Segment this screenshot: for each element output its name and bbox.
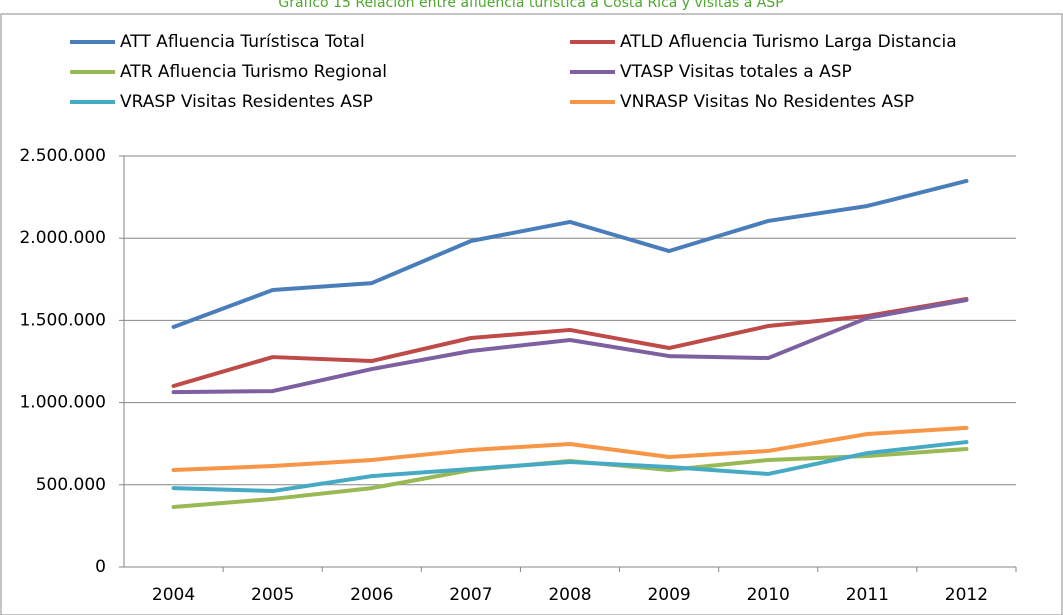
y-tick-label: 2.500.000	[19, 146, 106, 166]
series-line	[171, 425, 969, 473]
x-tick-label: 2011	[846, 585, 889, 605]
x-tick-label: 2010	[747, 585, 790, 605]
x-tick-label: 2006	[350, 585, 393, 605]
legend-label: ATR Afluencia Turismo Regional	[120, 62, 387, 82]
y-tick-label: 1.000.000	[19, 393, 106, 413]
legend-label: VNRASP Visitas No Residentes ASP	[620, 92, 914, 112]
y-tick-label: 2.000.000	[19, 228, 106, 248]
series-line	[171, 297, 969, 388]
legend-label: VRASP Visitas Residentes ASP	[120, 92, 373, 112]
y-tick-label: 500.000	[36, 475, 106, 495]
x-tick-label: 2007	[449, 585, 492, 605]
x-tick-label: 2004	[152, 585, 195, 605]
x-tick-label: 2008	[548, 585, 591, 605]
chart-title: Gráfico 15 Relación entre afluencia turí…	[278, 0, 783, 11]
x-tick-label: 2012	[945, 585, 988, 605]
x-tick-label: 2005	[251, 585, 294, 605]
series-line	[171, 298, 969, 395]
y-tick-label: 0	[95, 557, 106, 577]
y-tick-label: 1.500.000	[19, 310, 106, 330]
x-tick-label: 2009	[647, 585, 690, 605]
series-line	[171, 178, 969, 329]
legend-label: ATLD Afluencia Turismo Larga Distancia	[620, 32, 957, 52]
series-line	[171, 440, 969, 494]
legend-label: VTASP Visitas totales a ASP	[620, 62, 852, 82]
chart-border	[0, 13, 1063, 615]
legend-label: ATT Afluencia Turístisca Total	[120, 32, 365, 52]
